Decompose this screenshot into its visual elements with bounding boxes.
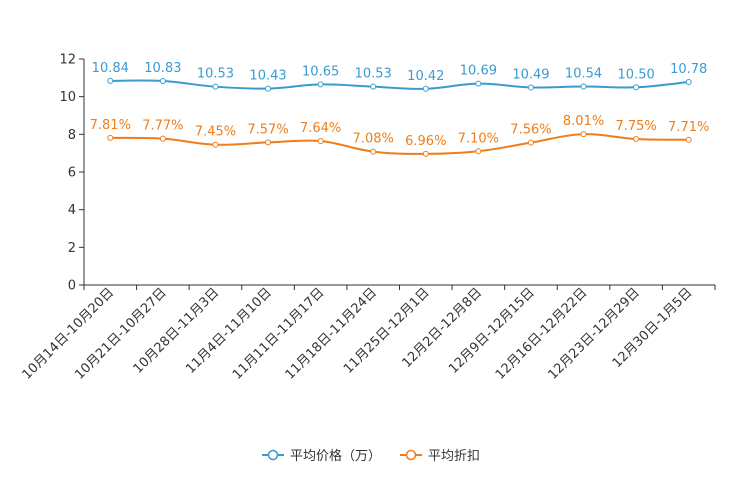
- data-label: 7.77%: [142, 119, 183, 134]
- data-point[interactable]: [212, 83, 219, 90]
- data-label: 7.57%: [247, 122, 288, 137]
- data-label: 7.08%: [353, 132, 394, 147]
- data-point[interactable]: [527, 84, 534, 91]
- data-point[interactable]: [527, 139, 534, 146]
- legend[interactable]: 平均价格（万） 平均折扣: [262, 448, 480, 464]
- data-point[interactable]: [580, 83, 587, 90]
- series-layer: 10.84 10.83 10.53 10.43 10.65 10.53 10.42 10.69…: [90, 61, 709, 157]
- data-point[interactable]: [265, 139, 272, 146]
- data-label: 10.78: [670, 62, 707, 77]
- y-tick-label: 6: [68, 166, 76, 181]
- x-tick-label: 11月11日-11月17日: [230, 285, 327, 382]
- data-point[interactable]: [107, 134, 114, 141]
- x-tick-label: 10月14日-10月20日: [20, 285, 117, 382]
- data-label: 10.42: [407, 69, 444, 84]
- legend-marker-icon: [267, 449, 279, 461]
- x-tick-label: 10月21日-10月27日: [72, 285, 169, 382]
- legend-marker-icon: [405, 449, 417, 461]
- data-label: 10.69: [460, 64, 497, 79]
- x-tick-label: 12月23日-12月29日: [545, 285, 642, 382]
- data-label: 6.96%: [405, 134, 446, 149]
- data-point[interactable]: [422, 150, 429, 157]
- data-label: 10.50: [618, 67, 655, 82]
- data-point[interactable]: [475, 80, 482, 87]
- data-label: 10.54: [565, 66, 602, 81]
- data-point[interactable]: [633, 136, 640, 143]
- data-label: 7.10%: [458, 131, 499, 146]
- data-label: 10.83: [144, 61, 181, 76]
- data-label: 10.53: [355, 67, 392, 82]
- x-tick-label: 12月16日-12月22日: [493, 285, 590, 382]
- series-line: [110, 79, 689, 90]
- data-label: 10.43: [249, 69, 286, 84]
- data-point[interactable]: [265, 85, 272, 92]
- series-line: [110, 133, 689, 155]
- data-point[interactable]: [633, 84, 640, 91]
- y-tick-label: 8: [68, 128, 76, 143]
- legend-label: 平均折扣: [428, 449, 480, 464]
- data-label: 7.45%: [195, 125, 236, 140]
- data-label: 7.71%: [668, 120, 709, 135]
- data-label: 10.84: [92, 61, 129, 76]
- data-point[interactable]: [370, 148, 377, 155]
- data-label: 10.49: [512, 67, 549, 82]
- axes: 02468101210月14日-10月20日10月21日-10月27日10月28…: [20, 53, 716, 383]
- data-label: 10.65: [302, 64, 339, 79]
- data-point[interactable]: [422, 85, 429, 92]
- y-tick-label: 10: [59, 90, 76, 105]
- y-tick-label: 2: [68, 241, 76, 256]
- data-point[interactable]: [685, 136, 692, 143]
- data-point[interactable]: [370, 83, 377, 90]
- y-tick-label: 12: [59, 53, 76, 68]
- data-label: 10.53: [197, 67, 234, 82]
- data-label: 7.75%: [615, 119, 656, 134]
- data-point[interactable]: [580, 131, 587, 138]
- data-point[interactable]: [159, 135, 166, 142]
- series-2: 7.81% 7.77% 7.45% 7.57% 7.64% 7.08% 6.96% 7.10%…: [90, 114, 709, 157]
- data-point[interactable]: [159, 78, 166, 85]
- data-label: 8.01%: [563, 114, 604, 129]
- x-tick-label: 11月18日-11月24日: [283, 285, 380, 382]
- series-1: 10.84 10.83 10.53 10.43 10.65 10.53 10.42 10.69…: [92, 61, 707, 92]
- data-point[interactable]: [212, 141, 219, 148]
- legend-item-2[interactable]: 平均折扣: [400, 449, 480, 464]
- data-point[interactable]: [685, 78, 692, 85]
- legend-label: 平均价格（万）: [290, 448, 381, 464]
- y-tick-label: 4: [68, 203, 76, 218]
- data-point[interactable]: [317, 138, 324, 145]
- data-label: 7.81%: [90, 118, 131, 133]
- data-label: 7.56%: [510, 123, 551, 138]
- data-point[interactable]: [317, 81, 324, 88]
- data-point[interactable]: [475, 148, 482, 155]
- data-label: 7.64%: [300, 121, 341, 136]
- legend-item-1[interactable]: 平均价格（万）: [262, 448, 381, 464]
- y-tick-label: 0: [68, 279, 76, 294]
- data-point[interactable]: [107, 77, 114, 84]
